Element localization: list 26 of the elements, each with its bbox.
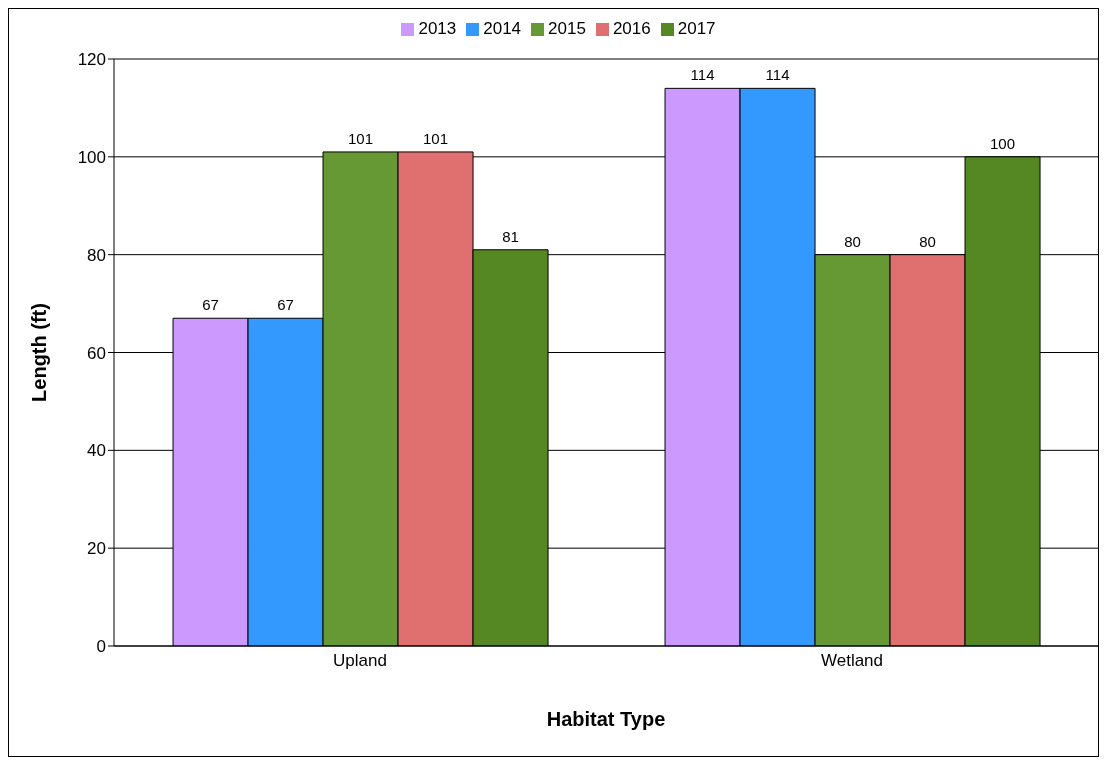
data-label: 101	[423, 129, 449, 147]
y-tick-label: 120	[77, 50, 106, 70]
data-label: 114	[690, 66, 715, 84]
legend-label: 2016	[612, 19, 651, 38]
data-label: 114	[765, 66, 790, 84]
data-label: 80	[919, 232, 936, 250]
legend-label: 2015	[548, 19, 586, 38]
x-tick-label: Upland	[333, 651, 387, 671]
legend-label: 2017	[677, 19, 716, 38]
y-tick-label: 60	[87, 343, 106, 363]
y-axis-title: Length (ft)	[28, 303, 51, 402]
x-tick-label: Wetland	[820, 651, 884, 671]
legend-label: 2013	[418, 19, 457, 38]
data-label: 81	[502, 227, 519, 245]
data-label: 67	[202, 296, 219, 314]
y-tick-label: 40	[87, 441, 106, 461]
y-tick-label: 20	[87, 539, 106, 559]
y-tick-label: 100	[77, 147, 106, 167]
data-label: 101	[348, 129, 374, 147]
legend-label: 2014	[483, 19, 522, 38]
y-tick-label: 80	[87, 245, 106, 265]
y-tick-label: 0	[96, 637, 106, 657]
x-axis-title: Habitat Type	[546, 708, 666, 730]
data-label: 67	[277, 296, 294, 314]
data-label: 100	[990, 134, 1016, 152]
data-label: 80	[844, 232, 861, 250]
